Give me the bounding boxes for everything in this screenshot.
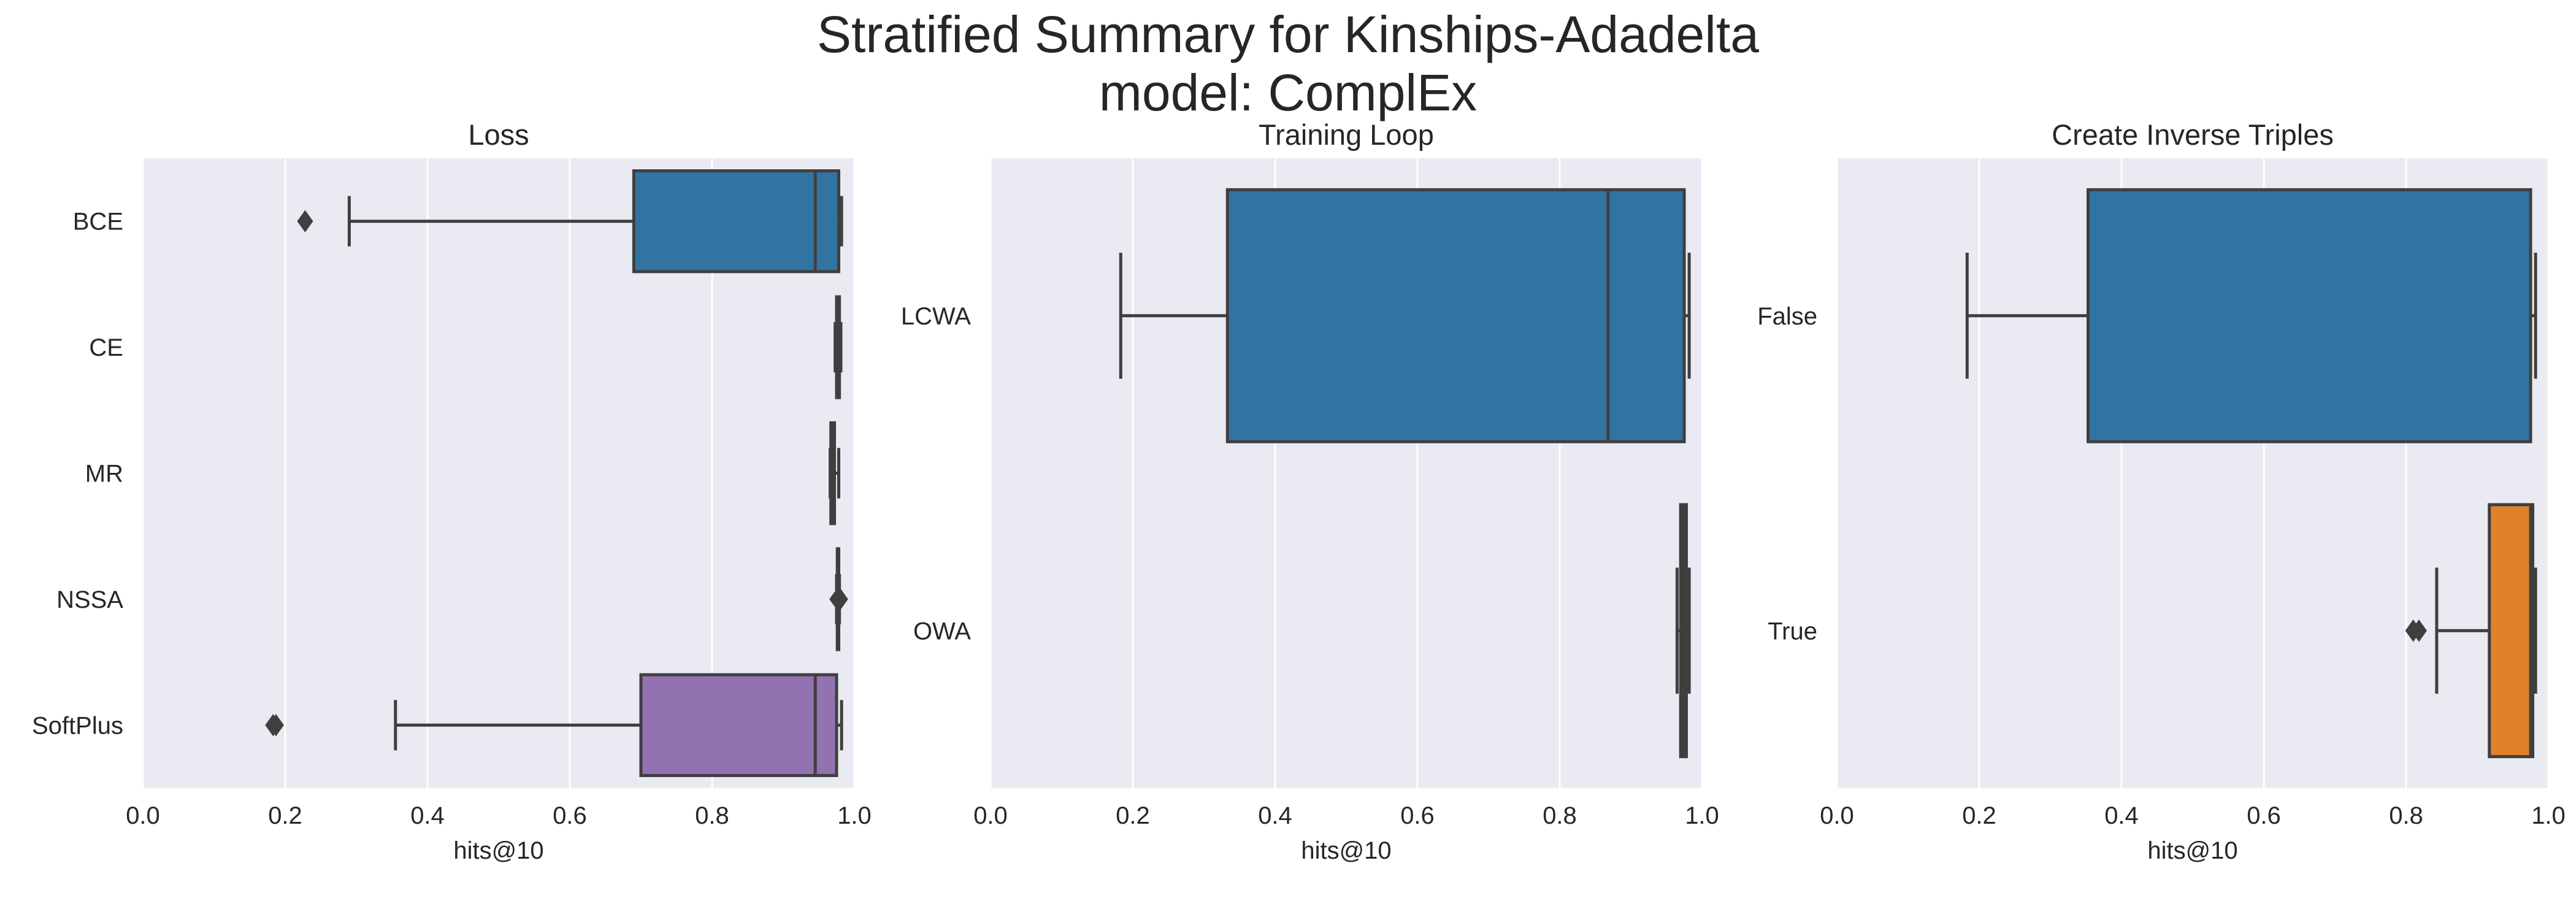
panel-1: 0.0 0.2 0.4 0.6 0.8 1.0 Training Loop hits@10 LC…	[901, 118, 1719, 864]
y-tick-label: SoftPlus	[32, 712, 123, 739]
x-tick-label: 0.2	[268, 802, 302, 829]
chart-panels: 0.0 0.2 0.4 0.6 0.8 1.0 Loss hits@10 BCE CE MR NSSA…	[32, 118, 2566, 864]
iqr-box	[632, 169, 840, 274]
x-tick-label: 0.0	[1820, 802, 1854, 829]
y-tick-label: False	[1757, 303, 1817, 330]
x-tick-label: 0.4	[1258, 802, 1292, 829]
x-axis-label: hits@10	[2147, 837, 2237, 864]
panel-title: Loss	[468, 118, 529, 151]
iqr-box	[639, 673, 838, 777]
box-ce	[834, 295, 843, 399]
x-tick-label: 0.8	[1543, 802, 1577, 829]
x-tick-label: 0.2	[1116, 802, 1150, 829]
iqr-box	[1225, 188, 1686, 443]
y-tick-label: True	[1768, 618, 1817, 645]
x-tick-label: 0.8	[695, 802, 729, 829]
box-true	[2405, 503, 2537, 759]
panel-title: Create Inverse Triples	[2052, 118, 2334, 151]
x-axis-label: hits@10	[1301, 837, 1391, 864]
outlier-point	[267, 714, 284, 737]
x-tick-label: 0.8	[2389, 802, 2423, 829]
y-tick-label: MR	[85, 461, 123, 488]
x-tick-label: 0.6	[2247, 802, 2281, 829]
box-false	[1965, 188, 2537, 443]
x-tick-label: 0.0	[126, 802, 160, 829]
box-mr	[829, 421, 840, 526]
panel-0: 0.0 0.2 0.4 0.6 0.8 1.0 Loss hits@10 BCE CE MR NSSA…	[32, 118, 872, 864]
box-lcwa	[1119, 188, 1691, 443]
x-tick-label: 0.4	[410, 802, 445, 829]
y-tick-label: CE	[89, 334, 123, 361]
y-tick-label: OWA	[913, 618, 971, 645]
box-owa	[1675, 503, 1691, 759]
box-bce	[297, 169, 843, 274]
box-softplus	[265, 673, 843, 777]
x-tick-label: 1.0	[1685, 802, 1719, 829]
y-tick-label: BCE	[73, 209, 123, 236]
x-tick-label: 0.2	[1962, 802, 1996, 829]
x-tick-label: 0.6	[1400, 802, 1435, 829]
iqr-box	[2086, 188, 2532, 443]
x-tick-label: 0.0	[973, 802, 1008, 829]
outlier-point	[2410, 619, 2427, 642]
panel-2: 0.0 0.2 0.4 0.6 0.8 1.0 Create Inverse Triples…	[1757, 118, 2566, 864]
y-tick-label: NSSA	[56, 586, 123, 613]
panel-title: Training Loop	[1259, 118, 1434, 151]
iqr-box	[2488, 503, 2534, 759]
box-nssa	[829, 547, 848, 651]
outlier-point	[297, 210, 313, 232]
figure-title-line2: model: ComplEx	[1099, 64, 1477, 121]
x-tick-label: 1.0	[2531, 802, 2566, 829]
y-tick-label: LCWA	[901, 303, 971, 330]
x-tick-label: 0.6	[553, 802, 587, 829]
outlier-point	[832, 588, 848, 611]
figure-title-line1: Stratified Summary for Kinships-Adadelta	[817, 6, 1759, 63]
x-axis-label: hits@10	[453, 837, 543, 864]
x-tick-label: 0.4	[2104, 802, 2139, 829]
x-tick-label: 1.0	[837, 802, 872, 829]
